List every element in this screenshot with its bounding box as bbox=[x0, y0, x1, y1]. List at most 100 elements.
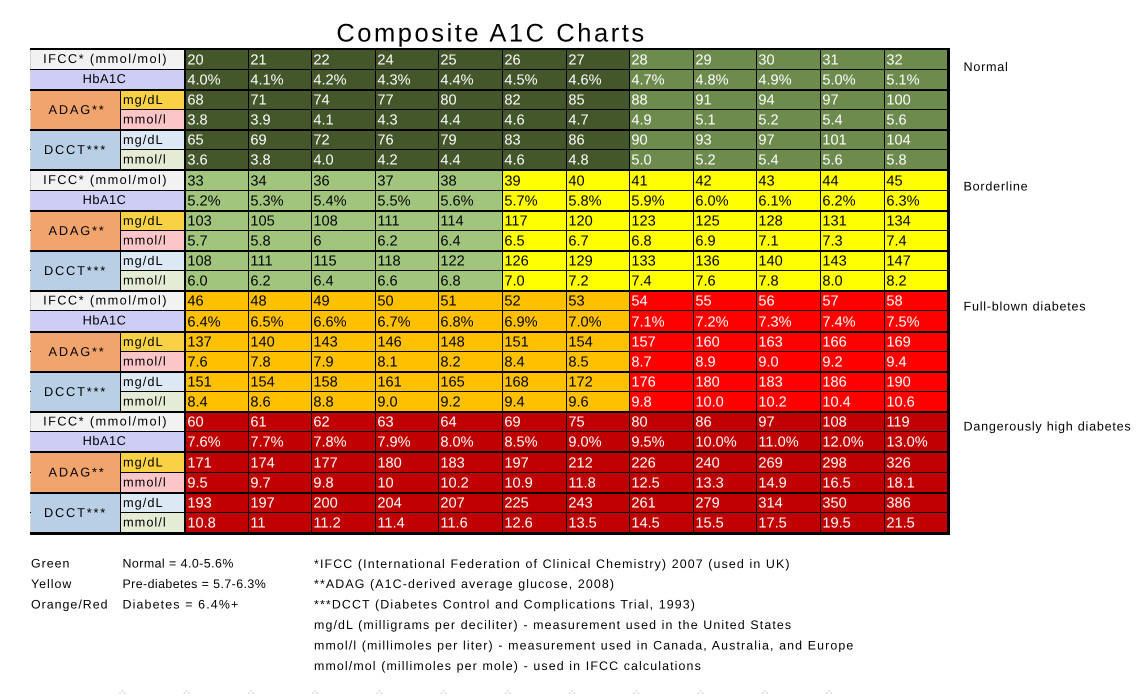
svg-text:8.5: 8.5 bbox=[568, 355, 588, 371]
svg-text:176: 176 bbox=[631, 375, 655, 391]
svg-text:225: 225 bbox=[504, 496, 528, 512]
svg-text:154: 154 bbox=[250, 375, 274, 391]
svg-text:9.8: 9.8 bbox=[631, 395, 651, 411]
svg-text:HbA1C: HbA1C bbox=[83, 433, 127, 448]
svg-text:10.0%: 10.0% bbox=[695, 435, 736, 451]
svg-text:mmol/l (millimoles per liter): mmol/l (millimoles per liter) - measurem… bbox=[314, 638, 854, 652]
svg-text:140: 140 bbox=[758, 254, 782, 270]
svg-text:122: 122 bbox=[440, 254, 464, 270]
svg-text:IFCC* (mmol/mol): IFCC* (mmol/mol) bbox=[43, 172, 168, 187]
svg-text:mg/dL (milligrams per decilite: mg/dL (milligrams per deciliter) - measu… bbox=[314, 618, 792, 632]
svg-text:IFCC* (mmol/mol): IFCC* (mmol/mol) bbox=[43, 51, 168, 66]
svg-text:123: 123 bbox=[631, 214, 655, 230]
svg-text:8.8: 8.8 bbox=[313, 395, 333, 411]
svg-text:9.5%: 9.5% bbox=[631, 435, 664, 451]
svg-text:8.4: 8.4 bbox=[504, 355, 524, 371]
svg-text:3.8: 3.8 bbox=[187, 113, 207, 129]
svg-text:mg/dL: mg/dL bbox=[123, 132, 164, 147]
svg-text:4.1: 4.1 bbox=[313, 113, 333, 129]
svg-text:Green: Green bbox=[31, 557, 70, 571]
svg-text:4.9: 4.9 bbox=[631, 113, 651, 129]
svg-text:161: 161 bbox=[377, 375, 401, 391]
svg-text:108: 108 bbox=[187, 254, 211, 270]
svg-text:7.8: 7.8 bbox=[758, 274, 778, 290]
svg-text:11.0%: 11.0% bbox=[758, 435, 798, 451]
svg-text:5.5%: 5.5% bbox=[377, 194, 410, 210]
svg-text:mg/dL: mg/dL bbox=[123, 454, 164, 469]
svg-text:7.2: 7.2 bbox=[568, 274, 588, 290]
svg-text:51: 51 bbox=[440, 294, 456, 310]
svg-text:6.0%: 6.0% bbox=[695, 194, 728, 210]
svg-text:43: 43 bbox=[758, 174, 774, 190]
svg-text:5.4: 5.4 bbox=[822, 113, 842, 129]
svg-text:7.1%: 7.1% bbox=[631, 315, 664, 331]
svg-text:6.9%: 6.9% bbox=[504, 315, 537, 331]
svg-text:22: 22 bbox=[313, 53, 329, 69]
svg-text:4.6%: 4.6% bbox=[568, 73, 601, 89]
svg-text:ADAG**: ADAG** bbox=[48, 223, 105, 238]
svg-text:193: 193 bbox=[187, 496, 211, 512]
svg-text:11.8: 11.8 bbox=[568, 476, 595, 492]
svg-text:mmol/l: mmol/l bbox=[123, 272, 167, 287]
svg-text:Normal = 4.0-5.6%: Normal = 4.0-5.6% bbox=[123, 557, 234, 571]
svg-text:56: 56 bbox=[758, 294, 774, 310]
svg-text:6.8%: 6.8% bbox=[440, 315, 473, 331]
svg-text:7.3%: 7.3% bbox=[758, 315, 791, 331]
svg-text:90: 90 bbox=[631, 133, 647, 149]
svg-text:105: 105 bbox=[250, 214, 274, 230]
svg-text:9.8: 9.8 bbox=[313, 476, 333, 492]
svg-text:157: 157 bbox=[631, 335, 655, 351]
svg-text:5.1: 5.1 bbox=[695, 113, 715, 129]
svg-text:10: 10 bbox=[377, 476, 393, 492]
svg-text:52: 52 bbox=[504, 294, 520, 310]
svg-text:5.9%: 5.9% bbox=[631, 194, 664, 210]
svg-text:97: 97 bbox=[758, 133, 774, 149]
svg-text:4.1%: 4.1% bbox=[250, 73, 283, 89]
svg-text:9.4: 9.4 bbox=[886, 355, 906, 371]
svg-text:86: 86 bbox=[568, 133, 584, 149]
svg-text:7.6: 7.6 bbox=[695, 274, 715, 290]
svg-text:4.7: 4.7 bbox=[568, 113, 588, 129]
svg-text:197: 197 bbox=[250, 496, 274, 512]
svg-text:115: 115 bbox=[313, 254, 336, 270]
svg-text:82: 82 bbox=[504, 93, 520, 109]
svg-text:5.3%: 5.3% bbox=[250, 194, 283, 210]
svg-text:7.3: 7.3 bbox=[822, 234, 842, 250]
svg-text:143: 143 bbox=[822, 254, 846, 270]
svg-text:DCCT***: DCCT*** bbox=[44, 505, 107, 520]
svg-text:7.4%: 7.4% bbox=[822, 315, 855, 331]
svg-text:8.5%: 8.5% bbox=[504, 435, 537, 451]
svg-text:4.2%: 4.2% bbox=[313, 73, 346, 89]
svg-text:129: 129 bbox=[568, 254, 592, 270]
svg-text:58: 58 bbox=[886, 294, 902, 310]
svg-text:77: 77 bbox=[377, 93, 393, 109]
svg-text:Diabetes = 6.4%+: Diabetes = 6.4%+ bbox=[123, 597, 240, 611]
svg-text:6.2: 6.2 bbox=[250, 274, 270, 290]
svg-text:15.5: 15.5 bbox=[695, 516, 723, 532]
svg-text:80: 80 bbox=[631, 415, 647, 431]
svg-text:111: 111 bbox=[377, 214, 399, 230]
svg-text:mg/dL: mg/dL bbox=[123, 253, 164, 268]
svg-text:174: 174 bbox=[250, 456, 274, 472]
svg-text:146: 146 bbox=[377, 335, 401, 351]
svg-text:134: 134 bbox=[886, 214, 910, 230]
svg-text:27: 27 bbox=[568, 53, 584, 69]
svg-text:8.2: 8.2 bbox=[440, 355, 460, 371]
svg-text:17.5: 17.5 bbox=[758, 516, 786, 532]
svg-text:279: 279 bbox=[695, 496, 719, 512]
svg-text:DCCT***: DCCT*** bbox=[44, 142, 107, 157]
svg-text:10.4: 10.4 bbox=[822, 395, 850, 411]
svg-text:IFCC* (mmol/mol): IFCC* (mmol/mol) bbox=[43, 414, 168, 429]
svg-text:39: 39 bbox=[504, 174, 520, 190]
svg-text:10.8: 10.8 bbox=[187, 516, 215, 532]
svg-text:151: 151 bbox=[187, 375, 211, 391]
svg-text:3.6: 3.6 bbox=[187, 153, 207, 169]
svg-text:9.2: 9.2 bbox=[822, 355, 842, 371]
svg-text:350: 350 bbox=[822, 496, 846, 512]
svg-text:mmol/l: mmol/l bbox=[123, 474, 167, 489]
svg-text:9.6: 9.6 bbox=[568, 395, 588, 411]
svg-text:8.1: 8.1 bbox=[377, 355, 397, 371]
svg-text:243: 243 bbox=[568, 496, 592, 512]
svg-text:190: 190 bbox=[886, 375, 910, 391]
svg-text:7.8: 7.8 bbox=[250, 355, 270, 371]
